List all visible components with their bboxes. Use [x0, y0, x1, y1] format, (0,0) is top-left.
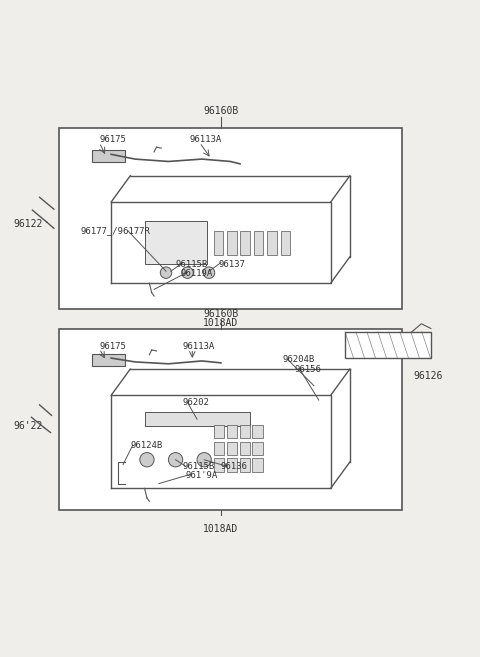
Text: 96175: 96175 — [99, 135, 126, 145]
Bar — [59, 328, 402, 510]
Text: 96136: 96136 — [221, 463, 248, 471]
Bar — [267, 231, 277, 254]
Bar — [281, 231, 290, 254]
Text: 96160B: 96160B — [204, 106, 239, 116]
Bar — [252, 459, 263, 472]
Text: 96137: 96137 — [218, 260, 245, 269]
Text: 96124B: 96124B — [130, 441, 163, 450]
Text: 96156: 96156 — [295, 365, 322, 374]
Circle shape — [182, 267, 193, 279]
Text: 961'9A: 961'9A — [185, 470, 217, 480]
Circle shape — [168, 453, 183, 467]
Text: 1018AD: 1018AD — [204, 524, 239, 534]
Bar — [214, 459, 224, 472]
Bar — [345, 332, 431, 358]
Bar — [227, 425, 237, 438]
Bar — [59, 128, 402, 309]
Bar — [214, 425, 224, 438]
Bar — [240, 442, 250, 455]
Text: 96175: 96175 — [99, 342, 126, 351]
Circle shape — [197, 453, 211, 467]
Circle shape — [160, 267, 172, 279]
Bar — [227, 442, 237, 455]
Bar — [214, 442, 224, 455]
Text: 96122: 96122 — [13, 219, 42, 229]
Bar — [252, 442, 263, 455]
Text: 96126: 96126 — [414, 371, 443, 382]
Bar — [240, 459, 250, 472]
Text: 96160B: 96160B — [204, 309, 239, 319]
Text: 96113A: 96113A — [190, 135, 222, 145]
Text: 96202: 96202 — [183, 398, 210, 407]
Bar — [144, 412, 250, 426]
Text: 96119A: 96119A — [180, 269, 213, 278]
Bar — [227, 231, 237, 254]
Text: 96177_/96177R: 96177_/96177R — [80, 226, 150, 235]
Text: 1018AD: 1018AD — [204, 317, 239, 328]
Bar — [240, 231, 250, 254]
Bar — [240, 425, 250, 438]
Bar — [92, 150, 125, 162]
Bar — [92, 353, 125, 366]
Bar — [214, 231, 223, 254]
Bar — [254, 231, 264, 254]
Text: 96204B: 96204B — [283, 355, 315, 364]
Circle shape — [140, 453, 154, 467]
Bar — [252, 425, 263, 438]
Circle shape — [203, 267, 215, 279]
Text: 96113A: 96113A — [183, 342, 215, 351]
Text: 96'22: 96'22 — [13, 421, 42, 432]
Text: 96115B: 96115B — [183, 463, 215, 471]
Bar — [144, 221, 206, 264]
Bar — [227, 459, 237, 472]
Text: 96115B: 96115B — [176, 260, 208, 269]
